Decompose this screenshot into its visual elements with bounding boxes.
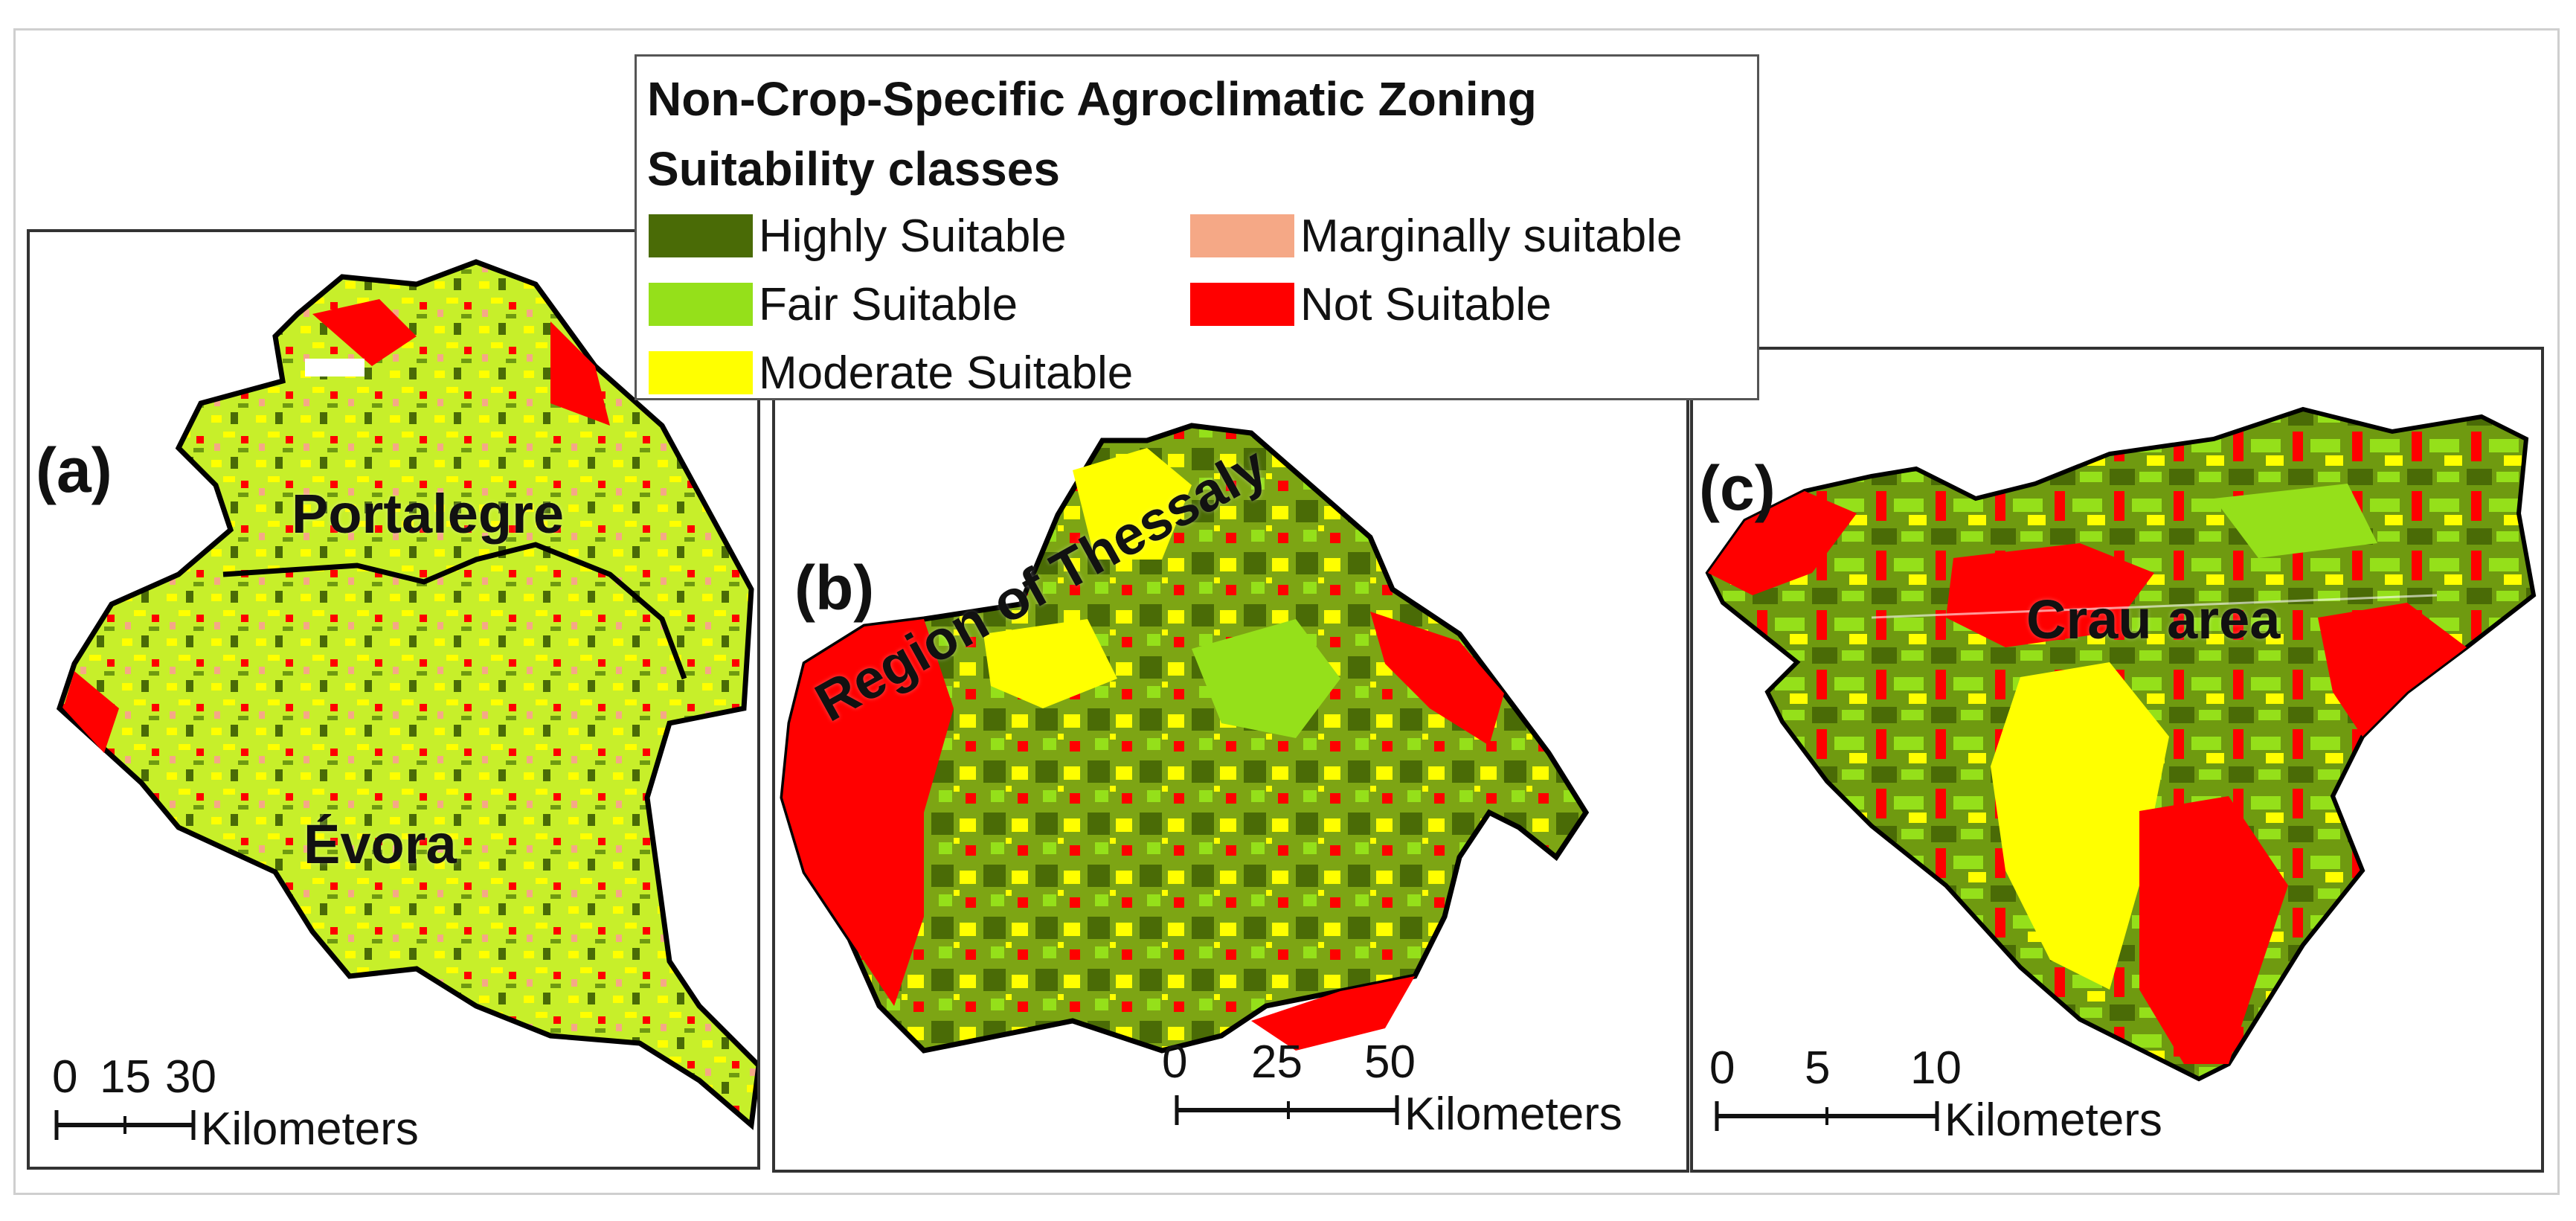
map-panel-a: (a) Portalegre Évora 0 15 30 Kilometers	[27, 229, 760, 1170]
thessaly-map	[780, 423, 1590, 1054]
scale-line-a	[54, 1110, 196, 1140]
legend-item-marginally-suitable: Marginally suitable	[1190, 210, 1748, 262]
figure-frame	[13, 28, 2560, 1195]
scale-tick-a-1: 15	[100, 1051, 151, 1103]
map-legend: Non-Crop-Specific Agroclimatic Zoning Su…	[635, 54, 1759, 400]
scale-line-b	[1175, 1095, 1399, 1125]
legend-item-highly-suitable: Highly Suitable	[649, 210, 1169, 262]
portugal-map	[56, 259, 757, 1130]
panel-label-b: (b)	[794, 553, 875, 623]
legend-label: Moderate Suitable	[759, 347, 1134, 399]
scale-bar-b: 0 25 50 Kilometers	[1162, 1036, 1683, 1162]
legend-label: Fair Suitable	[759, 279, 1018, 330]
scale-line-c	[1715, 1101, 1939, 1131]
panel-label-c: (c)	[1699, 453, 1776, 523]
legend-swatch	[649, 283, 753, 326]
scale-tick-a-2: 30	[165, 1051, 216, 1103]
scale-unit-b: Kilometers	[1404, 1089, 1622, 1140]
scale-tick-c-2: 10	[1910, 1042, 1962, 1094]
legend-item-fair-suitable: Fair Suitable	[649, 278, 1169, 330]
legend-label: Not Suitable	[1300, 279, 1552, 330]
scale-bar-c: 0 5 10 Kilometers	[1709, 1042, 2230, 1168]
scale-unit-c: Kilometers	[1944, 1095, 2162, 1146]
scale-unit-a: Kilometers	[201, 1103, 419, 1155]
legend-swatch	[649, 214, 753, 257]
scale-bar-a: 0 15 30 Kilometers	[52, 1051, 498, 1162]
panel-label-a: (a)	[36, 435, 112, 505]
legend-swatch	[1190, 283, 1294, 326]
legend-label: Marginally suitable	[1300, 211, 1683, 262]
legend-label: Highly Suitable	[759, 211, 1067, 262]
scale-tick-a-0: 0	[52, 1051, 78, 1103]
scale-tick-b-0: 0	[1162, 1036, 1188, 1088]
legend-swatch	[649, 351, 753, 394]
legend-title: Non-Crop-Specific Agroclimatic Zoning	[647, 72, 1537, 126]
crau-map	[1705, 406, 2537, 1082]
region-label-evora: Évora	[303, 813, 457, 875]
legend-item-moderate-suitable: Moderate Suitable	[649, 347, 1169, 399]
legend-subtitle: Suitability classes	[647, 142, 1060, 196]
scale-tick-b-2: 50	[1364, 1036, 1416, 1088]
scale-tick-b-1: 25	[1251, 1036, 1303, 1088]
map-panel-c: (c) Crau area 0 5 10 Kilometers	[1690, 347, 2544, 1173]
legend-swatch	[1190, 214, 1294, 257]
scale-tick-c-0: 0	[1709, 1042, 1735, 1094]
scale-tick-c-1: 5	[1805, 1042, 1831, 1094]
legend-item-not-suitable: Not Suitable	[1190, 278, 1748, 330]
map-panel-b: (b) Region of Thessaly 0 25 50 Kilometer…	[772, 393, 1689, 1173]
region-label-portalegre: Portalegre	[292, 483, 565, 545]
region-label-crau: Crau area	[2026, 589, 2281, 650]
